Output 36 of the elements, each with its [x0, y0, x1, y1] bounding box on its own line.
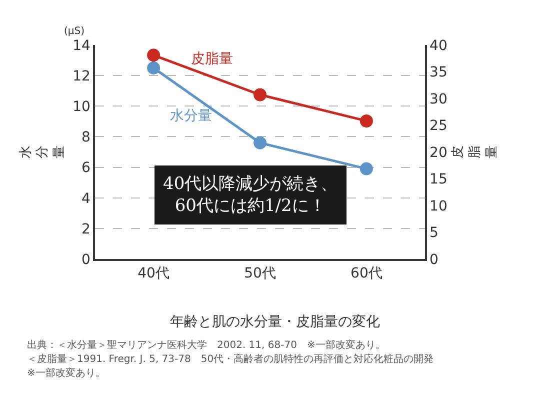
y2-tick-label: 40: [430, 38, 448, 54]
y2-tick-label: 35: [430, 64, 448, 81]
y-tick-label: 6: [82, 160, 91, 176]
text: ※一部改変あり。: [27, 367, 106, 379]
series-label: 水分量: [170, 108, 212, 124]
y2-tick-label: 5: [430, 225, 438, 242]
x-tick-label: 60代: [350, 266, 382, 282]
y-tick-label: 8: [82, 130, 90, 146]
y2-tick-label: 20: [430, 144, 448, 161]
y-tick-label: 10: [72, 99, 90, 116]
y2-tick-label: 0: [430, 252, 438, 268]
y2-tick-label: 25: [430, 118, 448, 134]
y-axis-title: 水分量: [18, 146, 68, 158]
point: [360, 114, 373, 128]
y2-axis-title: 皮脂量: [450, 146, 500, 158]
x-tick-label: 40代: [138, 266, 170, 282]
point: [254, 88, 266, 102]
y-tick-label: 0: [82, 252, 90, 268]
point: [147, 61, 160, 74]
y-tick-label: 14: [72, 38, 91, 54]
point: [147, 48, 160, 62]
y2-tick-label: 10: [430, 198, 448, 214]
point: [254, 136, 266, 150]
y-tick-label: 12: [72, 68, 90, 84]
source-note: 出典：＜水分量＞聖マリアンナ医科大学 2002. 11, 68-70 ※一部改変あり。: [27, 339, 386, 351]
text: (μS): [64, 26, 85, 37]
y2-tick-label: 15: [430, 172, 448, 188]
x-tick-label: 50代: [244, 266, 276, 282]
y-tick-label: 2: [82, 221, 90, 238]
series-label: 皮脂量: [191, 51, 233, 67]
y2-tick-label: 30: [430, 91, 448, 108]
text: ＜皮脂量＞1991. Fregr. J. 5, 73-78 50代・高齢者の肌特性の再評価と対応化粧品の開発: [27, 353, 434, 365]
text: 年齢と肌の水分量・皮脂量の変化: [170, 314, 380, 330]
annotation: 40代以降減少が続き、 60代には約1/2に！: [163, 174, 338, 216]
y-tick-label: 4: [82, 190, 91, 207]
point: [360, 162, 373, 176]
